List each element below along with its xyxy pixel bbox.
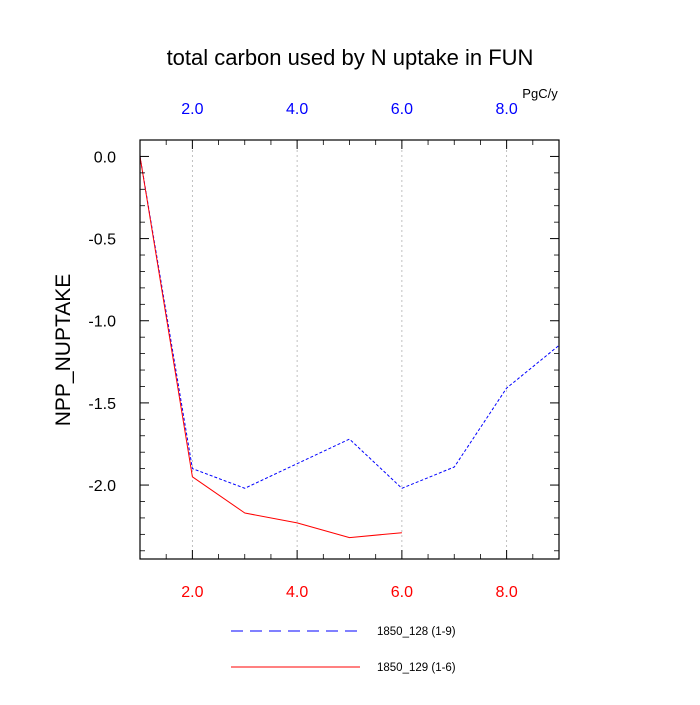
y-axis-label: NPP_NUPTAKE bbox=[52, 274, 75, 427]
x-tick-label-top: 8.0 bbox=[496, 101, 518, 118]
x-tick-label-top: 6.0 bbox=[391, 101, 413, 118]
series-lines bbox=[139, 156, 560, 539]
y-tick-label: -1.5 bbox=[88, 396, 116, 413]
x-tick-label-top: 4.0 bbox=[286, 101, 308, 118]
legend-label: 1850_129 (1-6) bbox=[377, 662, 456, 674]
y-tick-label: -0.5 bbox=[88, 232, 116, 249]
y-tick-label: -1.0 bbox=[88, 314, 116, 331]
gridlines bbox=[191, 140, 508, 559]
legend-label: 1850_128 (1-9) bbox=[377, 626, 456, 638]
x-tick-label-bottom: 8.0 bbox=[496, 584, 518, 601]
x-tick-label-bottom: 4.0 bbox=[286, 584, 308, 601]
legend: 1850_128 (1-9) 1850_129 (1-6) bbox=[231, 626, 456, 674]
y-tick-label: 0.0 bbox=[94, 149, 116, 166]
units-label: PgC/y bbox=[522, 86, 558, 101]
series-line bbox=[139, 156, 560, 489]
y-tick-label: -2.0 bbox=[88, 478, 116, 495]
chart-title: total carbon used by N uptake in FUN bbox=[167, 45, 534, 70]
axis-ticks bbox=[139, 139, 560, 559]
x-tick-label-bottom: 2.0 bbox=[181, 584, 203, 601]
x-tick-label-top: 2.0 bbox=[181, 101, 203, 118]
series-line bbox=[139, 156, 402, 539]
axis-tick-labels: 2.0 2.0 4.0 4.0 6.0 6.0 8.0 8.0 0.0 -0.5 -1.0 -1.5 -… bbox=[88, 101, 517, 601]
plot-frame bbox=[139, 139, 560, 560]
x-tick-label-bottom: 6.0 bbox=[391, 584, 413, 601]
